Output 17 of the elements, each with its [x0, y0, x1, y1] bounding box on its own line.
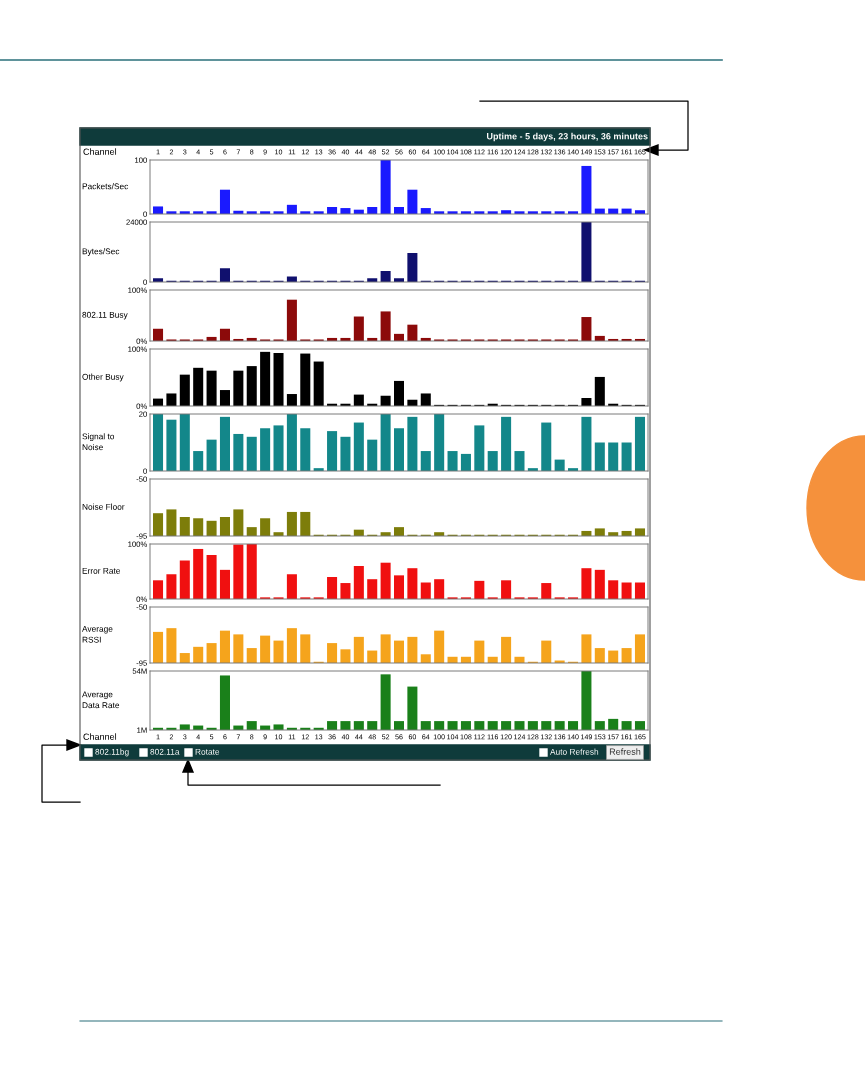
y-axis-title: Packets/Sec [82, 183, 129, 190]
y-axis-title: Average RSSI [82, 626, 113, 643]
text: 802.11a [150, 748, 180, 755]
y-axis-title: Bytes/Sec [82, 248, 120, 256]
x-axis-title: Channel [83, 148, 117, 155]
text: Refresh [609, 748, 641, 755]
x-axis-title: Channel [83, 733, 117, 740]
y-axis-title: Noise Floor [82, 503, 125, 510]
y-axis-title: 802.11 Busy [82, 311, 128, 320]
chart-title: Uptime - 5 days, 23 hours, 36 minutes [487, 132, 648, 142]
text: Auto Refresh [550, 748, 599, 755]
y-axis-title: Error Rate [82, 567, 121, 574]
text: 802.11bg [95, 748, 129, 757]
y-axis-title: Average Data Rate [82, 691, 120, 709]
text: Rotate [195, 748, 220, 755]
y-axis-title: Signal to Noise [82, 433, 115, 451]
y-axis-title: Other Busy [82, 373, 124, 382]
